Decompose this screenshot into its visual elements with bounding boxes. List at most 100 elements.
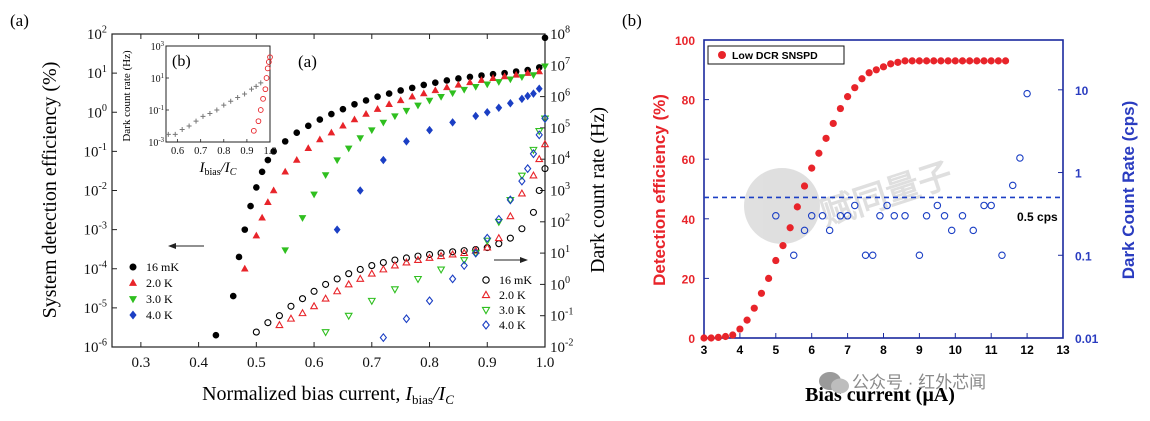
- inset-circle-point: [250, 127, 257, 134]
- sde-point: [529, 72, 538, 79]
- dcr-point: [287, 302, 295, 310]
- dcr-point: [459, 257, 469, 265]
- panel-a-legend-left: 16 mK 2.0 K 3.0 K 4.0 K: [128, 260, 179, 322]
- sde-point: [408, 92, 417, 100]
- dcr-point: [506, 234, 514, 242]
- detection-efficiency-point: [987, 57, 995, 65]
- inset-cross-point: [172, 131, 178, 137]
- inset-cross-point: [242, 91, 248, 97]
- panel-a-left-y-tick-label: 10-4: [84, 259, 108, 277]
- sde-point: [530, 89, 537, 98]
- panel-a-right-y-tick-label: 105: [550, 119, 570, 137]
- sde-point: [506, 76, 515, 84]
- detection-efficiency-point: [851, 84, 859, 92]
- sde-point: [270, 148, 277, 155]
- inset-circle-point: [260, 95, 266, 102]
- dcr-point: [286, 314, 296, 322]
- detection-efficiency-point: [887, 60, 895, 68]
- panel-a-legend-right: 16 mK2.0 K3.0 K4.0 K: [481, 273, 532, 332]
- dark-count-point: [883, 201, 891, 210]
- legend-label: Low DCR SNSPD: [732, 50, 818, 62]
- inset-background: [166, 42, 272, 142]
- dcr-point: [471, 250, 480, 258]
- panel-b-left-y-tick-label: 40: [682, 213, 696, 227]
- sde-point: [281, 247, 290, 255]
- panel-b: (b) 赋同量子 3 4 5 6 7 8 9 10 11 12 13 0 20 40 60 80 100 0.01…: [622, 11, 1138, 406]
- inset-y-tick-label: 10-1: [148, 105, 164, 117]
- dcr-point: [402, 314, 411, 324]
- sde-point: [298, 215, 307, 222]
- inset-y-label: Dark count rate (Hz): [121, 50, 133, 142]
- inset-panel-label: (b): [172, 53, 191, 70]
- detection-efficiency-point: [757, 289, 766, 297]
- panel-b-x-tick-label: 6: [808, 343, 815, 357]
- dark-count-point: [818, 212, 827, 220]
- dark-count-point: [876, 212, 884, 220]
- dcr-point: [344, 312, 353, 321]
- detection-efficiency-point: [908, 57, 916, 65]
- watermark-text: 赋同量子: [816, 156, 957, 234]
- inset-cross-point: [207, 111, 213, 117]
- sde-point: [432, 79, 439, 86]
- panel-b-x-tick-label: 13: [1056, 343, 1070, 357]
- dcr-point: [344, 279, 353, 288]
- dark-count-point: [851, 201, 859, 210]
- panel-b-x-tick-label: 11: [985, 343, 998, 357]
- detection-efficiency-point: [951, 57, 959, 65]
- sde-point: [235, 253, 243, 261]
- inset-x-tick-label: 1.0: [263, 146, 276, 157]
- dark-count-point: [868, 251, 877, 260]
- inset-x-label: Ibias/IC: [199, 160, 237, 178]
- sde-point: [310, 191, 318, 199]
- panel-a: (a) 0.3 0.4 0.5 0.6 0.7 0.8 0.9 1.0 10-6 10-5 10-4…: [10, 11, 609, 407]
- sde-point: [524, 91, 532, 101]
- sde-point: [258, 168, 266, 176]
- sde-point: [426, 125, 433, 135]
- inset-y-tick-label: 103: [151, 41, 165, 53]
- dcr-point: [402, 254, 410, 262]
- legend-right-marker: [482, 276, 490, 284]
- panel-a-left-y-tick-label: 10-1: [84, 142, 108, 160]
- detection-efficiency-point: [779, 242, 787, 250]
- sde-point: [247, 202, 254, 210]
- dcr-point: [540, 115, 550, 124]
- sde-point: [495, 103, 503, 113]
- inset-cross-point: [193, 118, 199, 124]
- dcr-point: [356, 265, 364, 274]
- dcr-point: [460, 247, 468, 255]
- sde-point: [391, 113, 399, 121]
- dcr-point: [541, 165, 549, 173]
- inset-frame: [165, 45, 271, 143]
- sde-point: [385, 100, 393, 107]
- detection-efficiency-point: [786, 224, 794, 232]
- sde-point: [437, 93, 445, 101]
- sde-point: [327, 128, 336, 136]
- sde-point: [212, 331, 220, 339]
- inset-x-tick-label: 0.6: [171, 146, 184, 157]
- sde-point: [443, 77, 451, 84]
- legend-left-marker: [129, 263, 137, 271]
- panel-b-right-y-label: Dark Count Rate (cps): [1119, 101, 1138, 280]
- inset-cross-point: [258, 80, 264, 86]
- panel-a-left-y-tick-label: 10-3: [84, 220, 108, 238]
- detection-efficiency-point: [714, 333, 722, 342]
- inset-y-tick-label: 10-3: [148, 137, 164, 149]
- dcr-point: [379, 264, 388, 273]
- sde-point: [541, 34, 549, 42]
- dcr-point: [529, 208, 538, 216]
- legend-right-label: 3.0 K: [499, 303, 526, 317]
- sde-point: [523, 69, 532, 76]
- detection-efficiency-point: [858, 75, 866, 83]
- dcr-point: [425, 296, 434, 306]
- dcr-point: [309, 301, 319, 310]
- sde-point: [500, 72, 509, 80]
- wechat-watermark: 公众号 · 红外芯闻: [819, 372, 986, 394]
- dcr-point: [390, 260, 400, 269]
- sde-point: [379, 155, 387, 165]
- detection-efficiency-point: [765, 274, 773, 282]
- inset-axes: 0.6 0.7 0.8 0.9 1.0 10-3 10-1 101 103: [148, 41, 276, 157]
- sde-point: [316, 116, 324, 123]
- inset-cross-point: [249, 86, 255, 92]
- panel-b-left-y-tick-label: 0: [688, 332, 695, 346]
- dcr-point: [448, 274, 457, 284]
